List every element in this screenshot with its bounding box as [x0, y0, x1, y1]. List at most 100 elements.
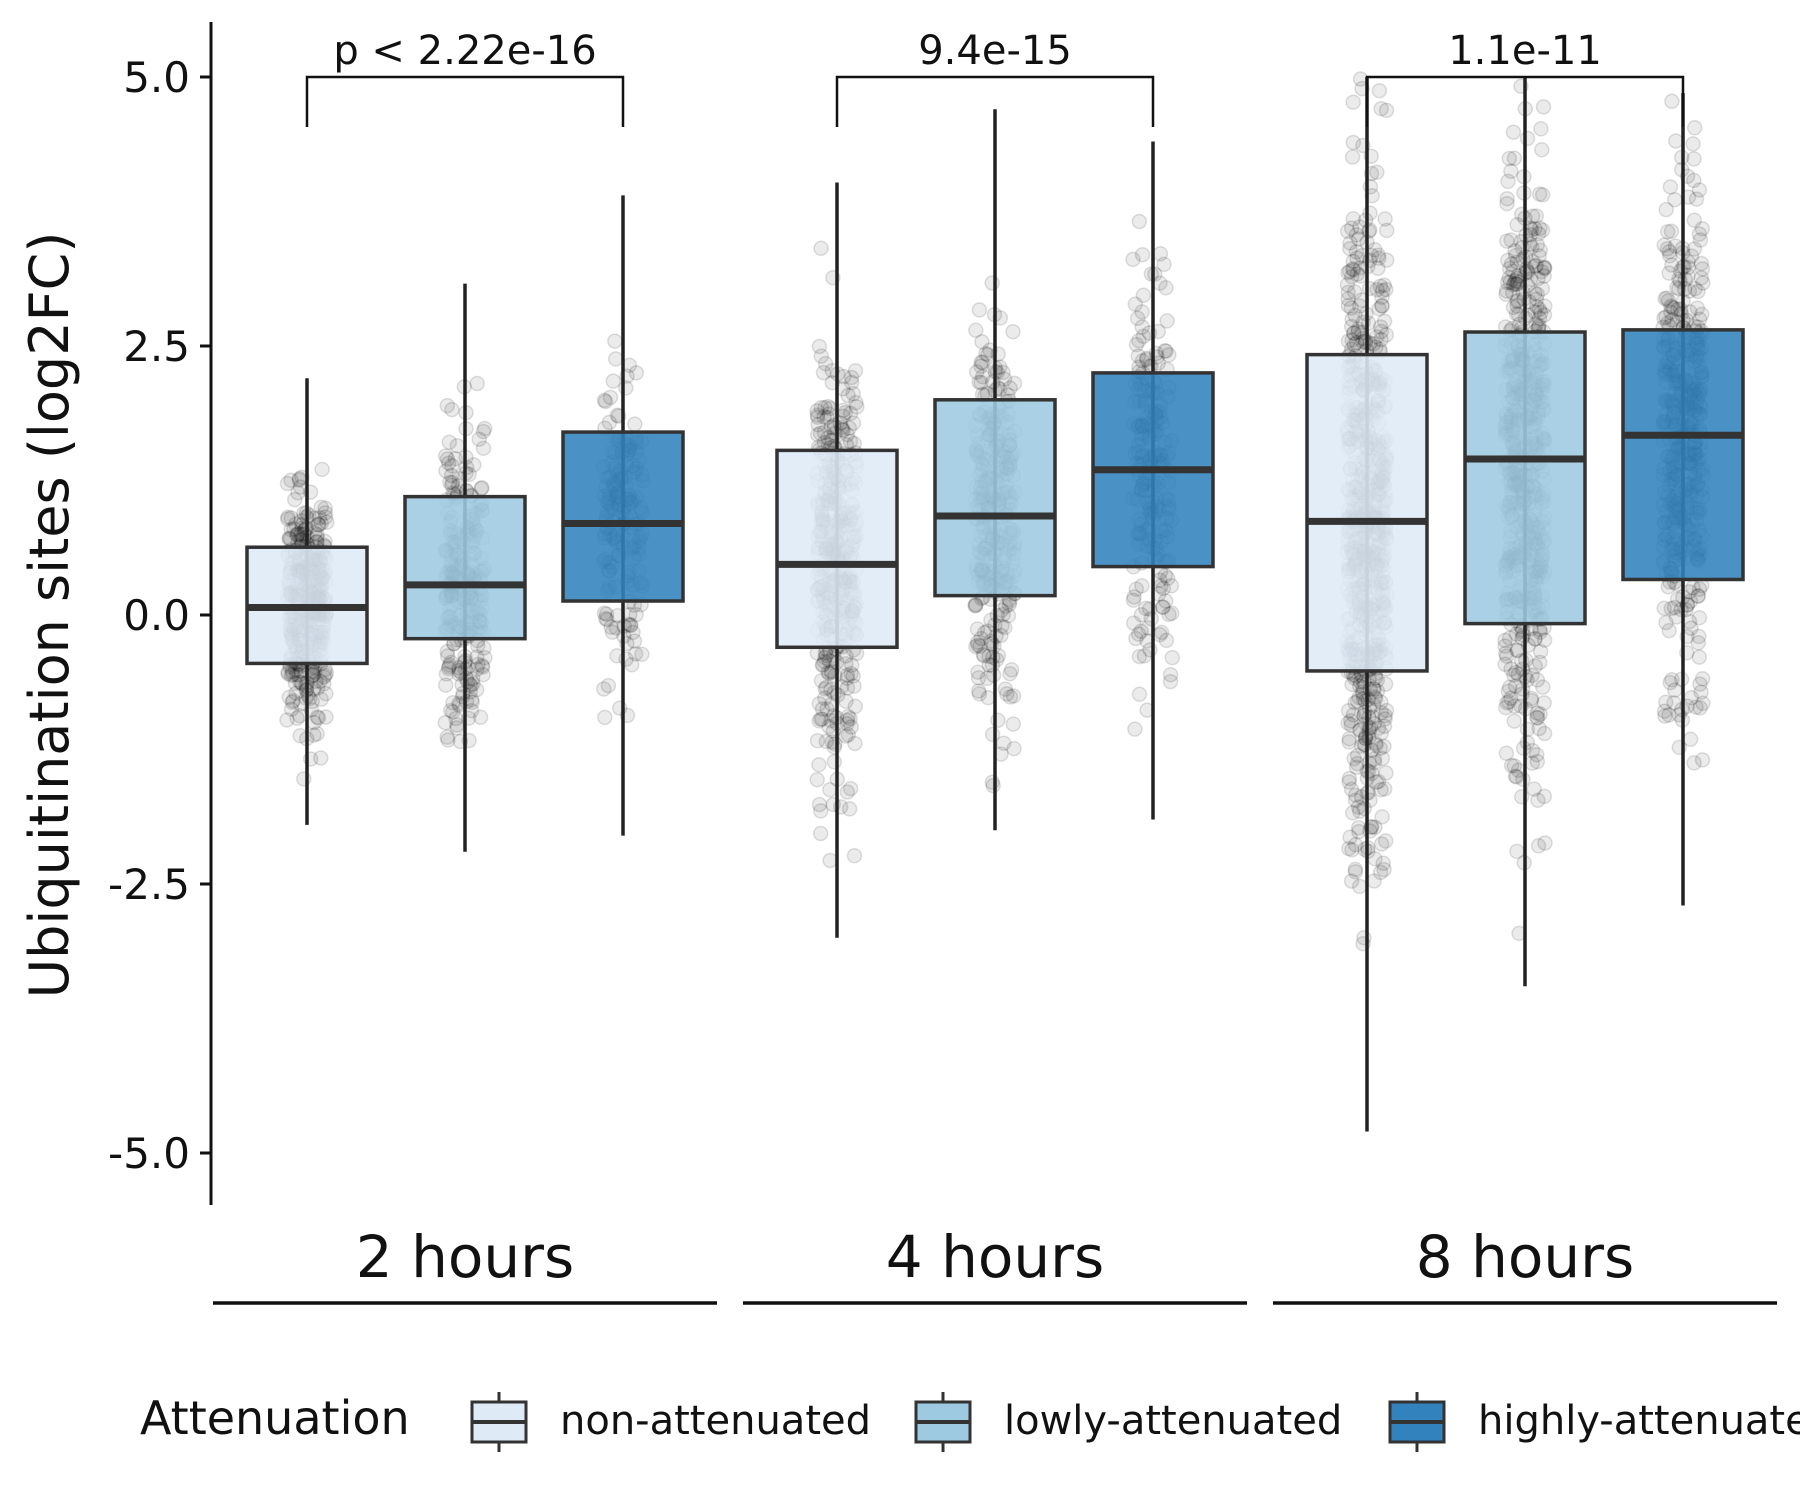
- jitter-point: [1378, 765, 1394, 781]
- jitter-point: [1661, 244, 1678, 260]
- jitter-point: [970, 664, 986, 680]
- jitter-point: [811, 713, 827, 729]
- jitter-point: [1373, 781, 1389, 798]
- jitter-point: [1343, 300, 1360, 316]
- jitter-point: [317, 509, 334, 525]
- jitter-point: [1128, 581, 1145, 597]
- jitter-point: [1133, 607, 1150, 623]
- jitter-point: [1339, 276, 1356, 293]
- jitter-point: [976, 625, 993, 641]
- jitter-point: [1529, 672, 1546, 688]
- jitter-point: [1664, 257, 1680, 273]
- jitter-point: [1689, 300, 1706, 316]
- jitter-point: [439, 397, 456, 414]
- jitter-point: [1658, 694, 1674, 711]
- jitter-point: [1162, 673, 1179, 690]
- jitter-point: [1157, 593, 1174, 609]
- jitter-point: [1531, 654, 1548, 671]
- jitter-point: [1507, 243, 1523, 259]
- jitter-point: [1688, 699, 1704, 715]
- jitter-point: [1341, 774, 1357, 790]
- jitter-point: [1349, 693, 1366, 710]
- jitter-point: [996, 371, 1013, 387]
- jitter-point: [1497, 645, 1514, 662]
- jitter-point: [1661, 622, 1677, 639]
- jitter-point: [969, 634, 986, 650]
- jitter-point: [1345, 707, 1362, 723]
- jitter-point: [439, 648, 456, 664]
- jitter-point: [1505, 124, 1522, 140]
- jitter-point: [1527, 631, 1543, 647]
- jitter-point: [997, 681, 1014, 697]
- jitter-point: [1142, 642, 1158, 658]
- jitter-point: [1125, 592, 1142, 608]
- jitter-point: [597, 393, 614, 410]
- jitter-point: [627, 646, 644, 662]
- jitter-point: [618, 380, 634, 396]
- jitter-point: [1342, 240, 1358, 257]
- box-highly-attenuated: [561, 430, 685, 603]
- jitter-point: [445, 704, 461, 720]
- jitter-point: [1534, 222, 1551, 238]
- jitter-point: [1688, 191, 1705, 207]
- jitter-point: [809, 409, 826, 426]
- jitter-point: [971, 302, 988, 318]
- jitter-point: [1372, 319, 1389, 335]
- jitter-point: [967, 598, 983, 614]
- jitter-point: [974, 354, 991, 371]
- jitter-point: [313, 691, 329, 707]
- comparison-pvalue: 1.1e-11: [1448, 28, 1602, 74]
- jitter-point: [1500, 683, 1517, 700]
- jitter-point: [1345, 253, 1361, 270]
- jitter-point: [1339, 223, 1356, 240]
- jitter-point: [1345, 261, 1361, 277]
- jitter-point: [469, 649, 485, 665]
- jitter-point: [1348, 244, 1365, 260]
- jitter-point: [842, 433, 859, 450]
- jitter-point: [1508, 664, 1524, 681]
- jitter-point: [1005, 688, 1022, 704]
- jitter-point: [1536, 260, 1553, 277]
- jitter-point: [1692, 232, 1709, 248]
- jitter-point: [281, 531, 297, 547]
- jitter-point: [1532, 220, 1548, 237]
- box-lowly-attenuated: [1463, 330, 1587, 626]
- jitter-point: [283, 667, 300, 684]
- jitter-point: [1694, 220, 1711, 237]
- jitter-point: [968, 638, 984, 655]
- jitter-point: [1531, 310, 1548, 327]
- jitter-point: [470, 656, 486, 673]
- jitter-point: [813, 348, 830, 364]
- jitter-point: [437, 714, 454, 731]
- jitter-point: [1682, 304, 1698, 320]
- jitter-point: [1506, 758, 1523, 774]
- jitter-point: [318, 665, 335, 681]
- jitter-point: [308, 673, 324, 690]
- jitter-point: [281, 689, 298, 706]
- jitter-point: [820, 398, 836, 415]
- jitter-point: [442, 474, 458, 491]
- jitter-point: [811, 756, 827, 773]
- jitter-point: [969, 621, 986, 637]
- jitter-point: [1373, 331, 1389, 348]
- jitter-point: [839, 784, 856, 800]
- jitter-point: [826, 754, 843, 770]
- jitter-point: [316, 676, 332, 692]
- jitter-point: [1658, 201, 1674, 218]
- jitter-point: [839, 680, 856, 696]
- jitter-point: [1152, 246, 1169, 262]
- jitter-point: [1345, 94, 1361, 110]
- jitter-point: [475, 666, 491, 683]
- jitter-point: [1369, 683, 1386, 699]
- jitter-point: [1531, 301, 1548, 318]
- jitter-point: [1686, 172, 1702, 189]
- jitter-point: [1658, 309, 1674, 325]
- jitter-point: [1535, 99, 1552, 115]
- jitter-point: [1135, 287, 1152, 304]
- jitter-point: [1377, 833, 1394, 849]
- jitter-point: [288, 526, 305, 543]
- jitter-point: [967, 596, 984, 613]
- jitter-point: [1158, 280, 1174, 296]
- jitter-point: [624, 657, 640, 673]
- jitter-point: [283, 472, 299, 488]
